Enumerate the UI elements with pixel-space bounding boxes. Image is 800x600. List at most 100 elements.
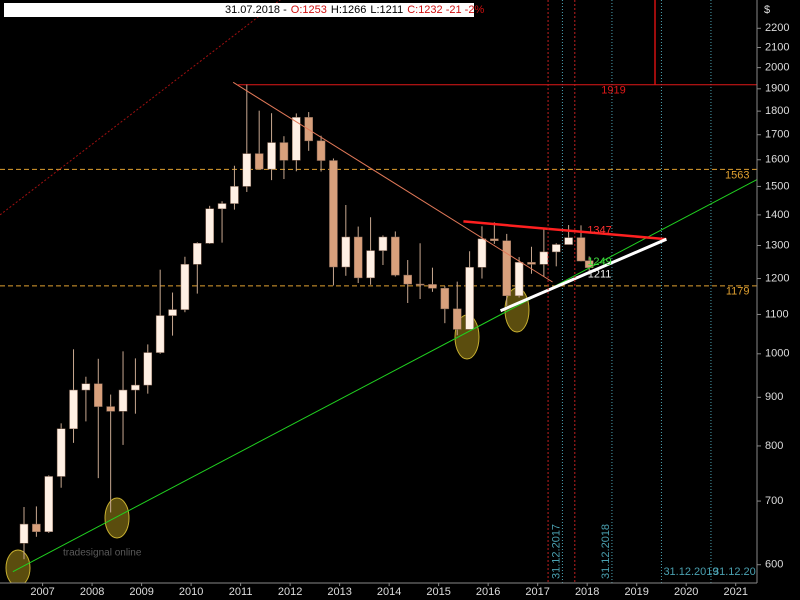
candle-body bbox=[391, 236, 400, 276]
x-axis-panel bbox=[0, 583, 800, 600]
price-label: 1211 bbox=[588, 269, 612, 281]
watermark: tradesignal online bbox=[63, 548, 142, 559]
candle-body bbox=[279, 142, 289, 161]
x-tick-label: 2014 bbox=[377, 586, 401, 598]
header-part: 31.07.2018 - bbox=[225, 4, 287, 16]
x-tick-label: 2012 bbox=[278, 586, 302, 598]
trendline bbox=[232, 81, 553, 283]
x-tick-label: 2010 bbox=[179, 586, 203, 598]
y-tick-label: 2000 bbox=[765, 62, 789, 74]
date-marker-label: 31.12.2017 bbox=[550, 524, 562, 579]
candle-body bbox=[341, 236, 351, 268]
x-tick-label: 2021 bbox=[723, 586, 747, 598]
header-part: C:1232 -21 -2% bbox=[407, 4, 484, 16]
header-part: H:1266 bbox=[331, 4, 366, 16]
candle-body bbox=[180, 264, 190, 310]
candle-body bbox=[106, 406, 115, 412]
y-tick-label: 700 bbox=[765, 495, 783, 507]
header-part: O:1253 bbox=[291, 4, 327, 16]
y-tick-label: 2200 bbox=[765, 22, 789, 34]
candle-body bbox=[316, 140, 326, 161]
header: 31.07.2018 - O:1253 H:1266 L:1211 C:1232 -21… bbox=[225, 4, 484, 16]
candle-body bbox=[440, 288, 450, 310]
trendline bbox=[463, 220, 667, 241]
candle-body bbox=[539, 251, 549, 265]
y-tick-label: 1700 bbox=[765, 129, 789, 141]
low-marker bbox=[104, 497, 130, 539]
candle-body bbox=[143, 352, 153, 386]
x-tick-label: 2018 bbox=[575, 586, 599, 598]
header-part: L:1211 bbox=[370, 4, 403, 16]
header-bar bbox=[4, 3, 474, 17]
y-tick-label: 600 bbox=[765, 559, 783, 571]
date-marker-label: 31.12.2019 bbox=[663, 566, 718, 578]
x-tick-label: 2020 bbox=[674, 586, 698, 598]
candle-body bbox=[403, 274, 412, 285]
candle-body bbox=[168, 309, 177, 316]
y-tick-label: 1400 bbox=[765, 209, 789, 221]
candle-body bbox=[564, 237, 573, 245]
trendline bbox=[12, 179, 758, 573]
level-label: 1563 bbox=[725, 169, 749, 181]
x-tick-label: 2013 bbox=[327, 586, 351, 598]
trendline bbox=[499, 237, 667, 313]
candle-body bbox=[292, 117, 301, 161]
level-label: 1179 bbox=[726, 286, 750, 298]
y-tick-label: 2100 bbox=[765, 41, 789, 53]
candle-body bbox=[254, 153, 264, 170]
x-tick-label: 2007 bbox=[30, 586, 54, 598]
candle-body bbox=[267, 142, 276, 170]
y-tick-label: 1500 bbox=[765, 180, 789, 192]
candle-body bbox=[81, 383, 91, 391]
y-tick-label: 1300 bbox=[765, 239, 789, 251]
currency-label: $ bbox=[764, 4, 770, 16]
candle-body bbox=[465, 267, 474, 330]
price-label: 1249 bbox=[587, 256, 611, 268]
candle-body bbox=[378, 236, 388, 251]
candle-body bbox=[428, 284, 437, 289]
y-tick-label: 1800 bbox=[765, 105, 789, 117]
candle-body bbox=[551, 244, 561, 253]
candle-body bbox=[205, 208, 214, 244]
x-tick-label: 2008 bbox=[80, 586, 104, 598]
x-tick-label: 2009 bbox=[129, 586, 153, 598]
x-tick-label: 2016 bbox=[476, 586, 500, 598]
x-tick-label: 2015 bbox=[426, 586, 450, 598]
y-tick-label: 1600 bbox=[765, 154, 789, 166]
y-tick-label: 900 bbox=[765, 391, 783, 403]
right-axis-panel bbox=[757, 0, 800, 600]
candle-body bbox=[242, 153, 252, 187]
candle-body bbox=[217, 203, 227, 209]
candle-body bbox=[415, 283, 425, 286]
candle-body bbox=[366, 250, 375, 279]
candle-body bbox=[477, 238, 487, 268]
candle-body bbox=[56, 428, 66, 477]
candle-body bbox=[131, 384, 140, 391]
candle-body bbox=[452, 308, 462, 330]
candle-body bbox=[527, 262, 536, 265]
x-tick-label: 2019 bbox=[624, 586, 648, 598]
candle-body bbox=[118, 389, 128, 412]
candle-body bbox=[44, 476, 54, 532]
candle-body bbox=[19, 523, 29, 544]
candle-body bbox=[69, 389, 78, 430]
y-tick-label: 1900 bbox=[765, 83, 789, 95]
candle-body bbox=[230, 186, 239, 204]
candle-body bbox=[94, 383, 103, 407]
x-tick-label: 2017 bbox=[525, 586, 549, 598]
price-label: 1347 bbox=[587, 225, 611, 237]
candle-body bbox=[490, 238, 499, 242]
candle-body bbox=[576, 237, 586, 262]
low-marker bbox=[5, 549, 31, 587]
date-marker-label: 31.12.20 bbox=[713, 566, 756, 578]
x-tick-label: 2011 bbox=[229, 586, 253, 598]
candle-body bbox=[193, 243, 202, 265]
date-marker-label: 31.12.2018 bbox=[600, 524, 612, 579]
y-tick-label: 1200 bbox=[765, 272, 789, 284]
y-tick-label: 1100 bbox=[765, 308, 789, 320]
level-label: 1919 bbox=[601, 85, 625, 97]
